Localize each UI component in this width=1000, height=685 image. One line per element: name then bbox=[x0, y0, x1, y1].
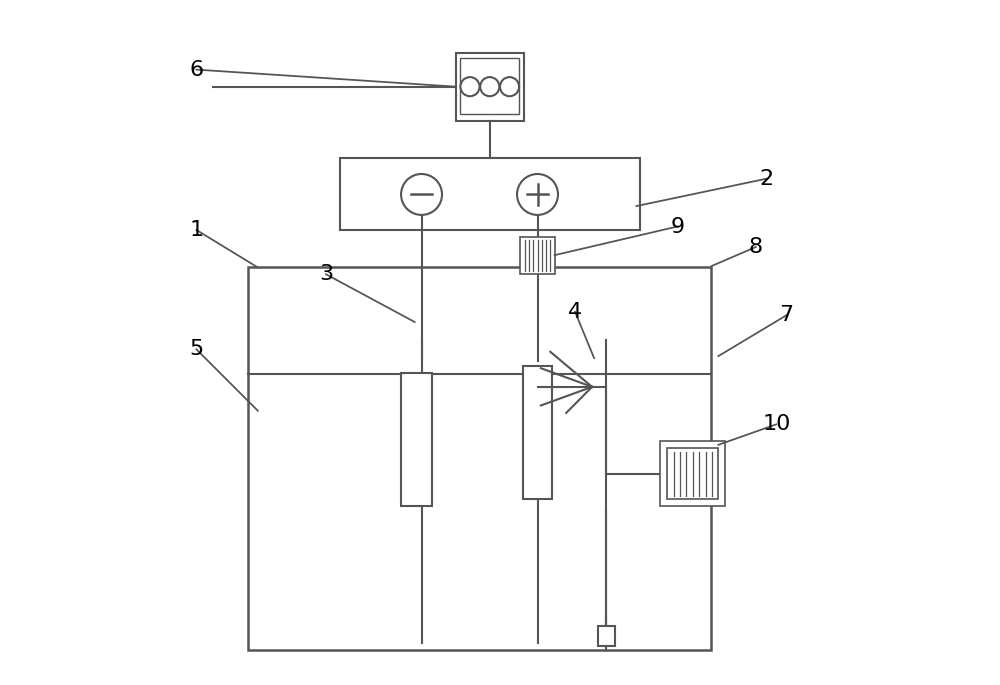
Bar bbox=[456, 53, 524, 121]
Bar bbox=[520, 237, 555, 274]
Text: 10: 10 bbox=[762, 414, 790, 434]
Bar bbox=[667, 448, 718, 499]
Circle shape bbox=[401, 174, 442, 215]
Text: 3: 3 bbox=[319, 264, 333, 284]
Text: 9: 9 bbox=[670, 216, 684, 236]
Bar bbox=[523, 366, 552, 499]
Text: 4: 4 bbox=[568, 302, 582, 322]
Bar bbox=[248, 267, 711, 649]
Text: 2: 2 bbox=[759, 169, 773, 189]
Text: 6: 6 bbox=[189, 60, 203, 79]
Circle shape bbox=[517, 174, 558, 215]
Text: 7: 7 bbox=[779, 306, 794, 325]
Text: 1: 1 bbox=[189, 220, 203, 240]
Bar bbox=[401, 373, 432, 506]
Bar bbox=[460, 58, 519, 114]
Bar bbox=[340, 158, 640, 230]
Circle shape bbox=[500, 77, 519, 96]
Text: 5: 5 bbox=[189, 339, 204, 360]
Bar bbox=[660, 441, 725, 506]
Circle shape bbox=[460, 77, 480, 96]
Circle shape bbox=[480, 77, 499, 96]
Bar bbox=[598, 625, 615, 646]
Text: 8: 8 bbox=[749, 237, 763, 257]
